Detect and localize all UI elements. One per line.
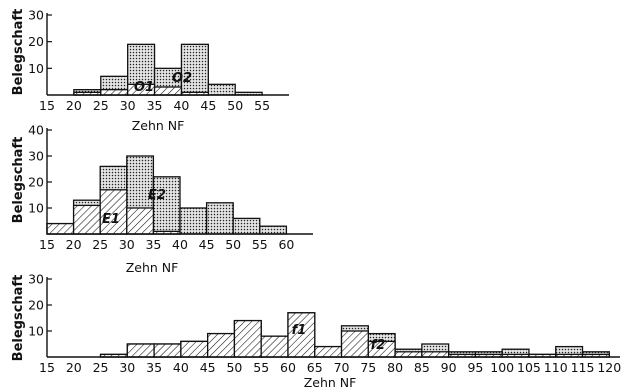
series-label-e2: E2 (148, 188, 166, 203)
x-tick-label: 85 (414, 360, 430, 375)
y-axis-label: Belegschaft (11, 137, 26, 224)
x-tick-label: 40 (173, 98, 189, 113)
histogram-panel-2: 10 20 30 40 15 20 25 30 35 40 45 50 55 60 Zehn NF Be… (11, 123, 313, 275)
bar-o1-25 (100, 89, 129, 96)
series-label-f2: f2 (371, 338, 386, 353)
bar-e1-25 (99, 189, 128, 235)
bar-e2-40 (179, 207, 208, 235)
y-tick-label: 10 (28, 324, 44, 339)
y-tick-label: 30 (28, 149, 44, 164)
x-tick-label: 40 (172, 237, 188, 252)
series-label-o1: O1 (134, 80, 154, 95)
x-tick-label: 90 (441, 360, 457, 375)
x-axis-label: Zehn NF (304, 375, 357, 390)
bar-e2-45 (205, 202, 234, 235)
bar-f1-70 (340, 330, 369, 358)
x-tick-label: 45 (199, 237, 215, 252)
x-tick-label: 120 (597, 360, 621, 375)
x-tick-label: 25 (92, 237, 108, 252)
histogram-panel-1: 10 20 30 15 20 25 30 35 40 45 50 55 Zehn NF Belegs… (11, 8, 289, 133)
x-tick-label: 15 (39, 360, 55, 375)
bar-f1-65 (314, 345, 343, 358)
bar-e2-55 (259, 225, 288, 235)
series-label-f1: f1 (292, 323, 307, 338)
x-tick-label: 35 (146, 360, 162, 375)
series-label-o2: O2 (172, 71, 192, 86)
bar-f1-85 (421, 351, 450, 358)
histogram-panel-3: 10 20 30 15 20 25 30 35 40 45 50 55 60 65 70 75 80 85 90 9… (11, 272, 621, 391)
x-axis-label: Zehn NF (126, 260, 179, 275)
bar-o2-40 (180, 43, 209, 96)
y-tick-label: 30 (28, 272, 44, 287)
bar-e2-50 (232, 217, 261, 235)
y-tick-label: 20 (28, 175, 44, 190)
x-tick-label: 60 (278, 237, 294, 252)
x-tick-label: 25 (93, 360, 109, 375)
x-axis-label: Zehn NF (132, 118, 185, 133)
bar-e1-15 (46, 222, 75, 235)
x-tick-label: 115 (571, 360, 595, 375)
y-tick-label: 20 (28, 34, 44, 49)
x-tick-label: 40 (173, 360, 189, 375)
x-tick-label: 80 (387, 360, 403, 375)
x-tick-label: 100 (490, 360, 514, 375)
x-tick-label: 45 (200, 360, 216, 375)
x-tick-label: 55 (253, 360, 269, 375)
bar-o2-45 (207, 83, 236, 96)
bar-f1-40 (180, 340, 209, 358)
bar-f1-80 (394, 351, 423, 358)
bar-f1-55 (260, 335, 289, 358)
x-tick-label: 70 (334, 360, 350, 375)
x-tick-label: 30 (119, 360, 135, 375)
x-tick-label: 50 (226, 360, 242, 375)
x-tick-label: 95 (467, 360, 483, 375)
x-tick-label: 20 (66, 360, 82, 375)
x-tick-label: 55 (252, 237, 268, 252)
x-tick-label: 105 (517, 360, 541, 375)
series-label-e1: E1 (102, 212, 120, 227)
bar-f1-35 (153, 343, 182, 358)
bar-f1-30 (126, 343, 155, 358)
x-tick-label: 15 (39, 98, 55, 113)
x-tick-label: 110 (544, 360, 568, 375)
bar-f1-60 (287, 312, 316, 358)
bar-e1-30 (126, 207, 155, 235)
y-axis-label: Belegschaft (11, 9, 26, 96)
bar-o1-35 (153, 86, 183, 96)
x-tick-label: 20 (66, 237, 82, 252)
bar-e1-20 (72, 204, 101, 235)
y-tick-label: 10 (28, 201, 44, 216)
x-tick-label: 35 (145, 237, 161, 252)
y-tick-label: 20 (28, 298, 44, 313)
x-tick-label: 45 (200, 98, 216, 113)
x-tick-label: 35 (147, 98, 163, 113)
bar-e2-35 (152, 176, 181, 235)
x-tick-label: 75 (360, 360, 376, 375)
x-tick-label: 30 (119, 237, 135, 252)
x-tick-label: 60 (280, 360, 296, 375)
y-axis-label: Belegschaft (11, 275, 26, 362)
x-tick-label: 15 (39, 237, 55, 252)
x-tick-label: 55 (254, 98, 270, 113)
x-tick-label: 25 (93, 98, 109, 113)
bar-f1-50 (233, 319, 262, 358)
y-tick-label: 40 (28, 123, 44, 138)
y-tick-label: 30 (28, 8, 44, 23)
x-tick-label: 65 (307, 360, 323, 375)
x-tick-label: 30 (120, 98, 136, 113)
x-tick-label: 50 (227, 98, 243, 113)
x-tick-label: 50 (225, 237, 241, 252)
y-tick-label: 10 (28, 61, 44, 76)
bar-f1-45 (207, 332, 236, 358)
x-tick-label: 20 (66, 98, 82, 113)
